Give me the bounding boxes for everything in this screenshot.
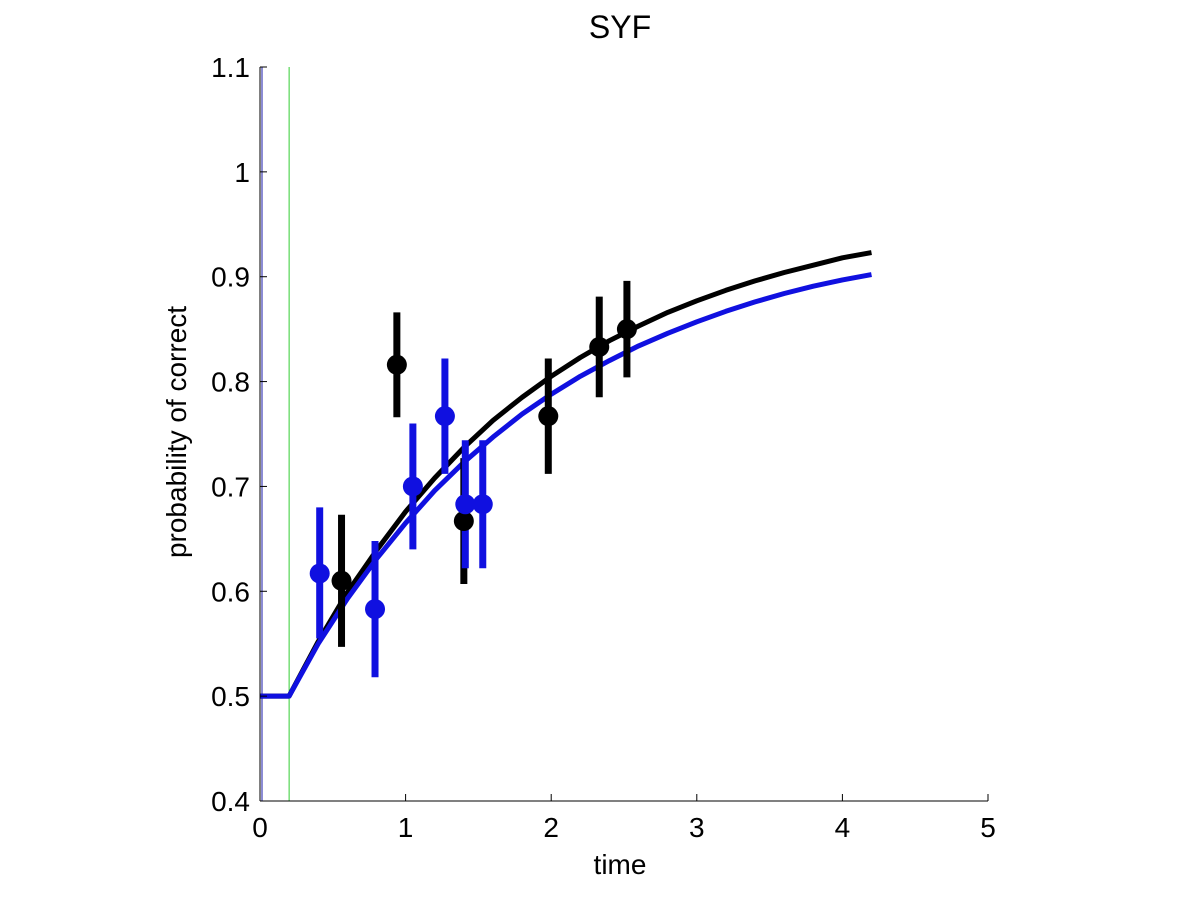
y-tick-label: 0.5 bbox=[211, 681, 250, 712]
y-tick-label: 0.4 bbox=[211, 786, 250, 817]
x-tick-label: 0 bbox=[252, 812, 268, 843]
y-tick-label: 1.1 bbox=[211, 52, 250, 83]
error-bars bbox=[316, 280, 631, 678]
data-point bbox=[309, 563, 330, 584]
x-tick-label: 3 bbox=[689, 812, 705, 843]
data-point bbox=[365, 599, 386, 620]
x-tick-label: 1 bbox=[398, 812, 414, 843]
y-tick-label: 0.9 bbox=[211, 262, 250, 293]
data-point bbox=[616, 319, 637, 340]
data-point bbox=[455, 494, 476, 515]
x-tick-label: 2 bbox=[543, 812, 559, 843]
data-point bbox=[434, 406, 455, 427]
data-point bbox=[472, 494, 493, 515]
y-tick-label: 0.6 bbox=[211, 576, 250, 607]
chart-title: SYF bbox=[589, 9, 651, 45]
y-tick-label: 1 bbox=[234, 157, 250, 188]
y-tick-label: 0.7 bbox=[211, 471, 250, 502]
fit-curves bbox=[260, 250, 872, 699]
data-point bbox=[386, 354, 407, 375]
data-points bbox=[309, 319, 637, 620]
x-axis-label: time bbox=[594, 849, 647, 880]
x-tick-label: 5 bbox=[980, 812, 996, 843]
x-tick-label: 4 bbox=[835, 812, 851, 843]
plot-area bbox=[260, 67, 872, 801]
y-axis-label: probability of correct bbox=[161, 306, 192, 558]
y-ticks: 0.4 0.5 0.6 0.7 0.8 0.9 1 1.1 bbox=[211, 52, 267, 817]
data-point bbox=[589, 336, 610, 357]
y-tick-label: 0.8 bbox=[211, 367, 250, 398]
data-point bbox=[331, 570, 352, 591]
data-point bbox=[538, 406, 559, 427]
fit-curve bbox=[260, 250, 872, 699]
data-point bbox=[453, 511, 474, 532]
reference-lines bbox=[261, 67, 290, 801]
data-point bbox=[402, 476, 423, 497]
x-ticks: 0 1 2 3 4 5 bbox=[252, 794, 996, 843]
axes: 0 1 2 3 4 5 0.4 0.5 0.6 0.7 0.8 0.9 1 1.1 bbox=[211, 52, 996, 843]
fit-curve bbox=[260, 272, 872, 699]
